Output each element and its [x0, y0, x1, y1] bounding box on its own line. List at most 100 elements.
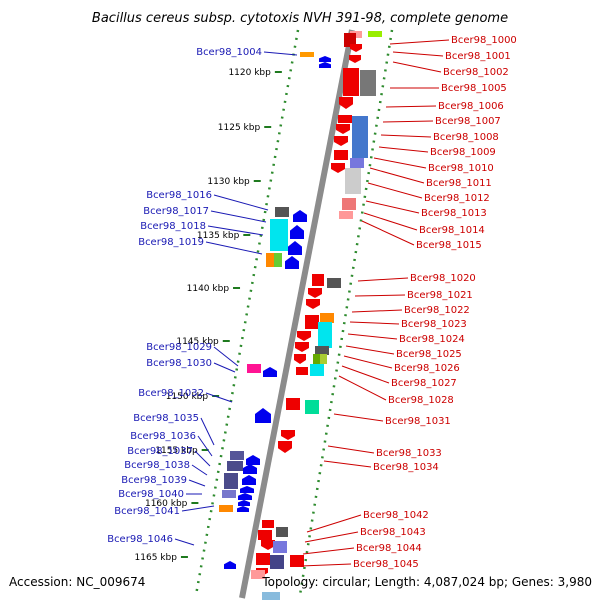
feature-box-glyph [310, 364, 324, 376]
feature-box-glyph [368, 31, 382, 37]
forward-gene-glyph [350, 44, 362, 52]
left-gene-connector [213, 194, 269, 211]
right-gene-label: Bcer98_1021 [407, 290, 473, 301]
feature-box-glyph [224, 473, 238, 489]
right-gene-label: Bcer98_1044 [356, 543, 422, 554]
left-gene-connector [191, 464, 208, 476]
left-gene-connector [174, 538, 195, 546]
right-gene-connector [373, 157, 427, 169]
forward-gene-glyph [281, 430, 295, 440]
left-gene-label: Bcer98_1018 [140, 221, 206, 232]
right-gene-label: Bcer98_1020 [410, 273, 476, 284]
reverse-gene-glyph [238, 500, 250, 506]
right-gene-label: Bcer98_1008 [433, 132, 499, 143]
left-gene-label: Bcer98_1038 [124, 460, 190, 471]
right-gene-label: Bcer98_1005 [441, 83, 507, 94]
right-gene-label: Bcer98_1033 [376, 448, 442, 459]
feature-box-glyph [320, 313, 334, 323]
feature-box-glyph [320, 354, 327, 364]
right-gene-connector [357, 277, 409, 282]
forward-gene-glyph [312, 274, 324, 286]
right-gene-label: Bcer98_1010 [428, 163, 494, 174]
left-gene-connector [263, 51, 298, 56]
feature-box-glyph [273, 541, 287, 553]
left-gene-label: Bcer98_1039 [121, 475, 187, 486]
right-gene-label: Bcer98_1007 [435, 116, 501, 127]
scale-tick-label: 1125 kbp [218, 123, 261, 133]
left-gene-connector [213, 346, 239, 367]
feature-box-glyph [345, 168, 361, 194]
reverse-gene-glyph [237, 506, 249, 512]
accession-text: Accession: NC_009674 [9, 575, 145, 589]
label-layer: Bcer98_1004 Bcer98_1016 Bcer98_1017 Bcer98_… [107, 35, 517, 570]
left-gene-label: Bcer98_1035 [133, 413, 199, 424]
feature-box-glyph [274, 253, 282, 267]
right-gene-connector [354, 294, 406, 297]
left-gene-label: Bcer98_1004 [196, 47, 262, 58]
right-gene-connector [369, 167, 425, 184]
forward-gene-glyph [334, 136, 348, 146]
reverse-gene-glyph [240, 486, 254, 493]
feature-box-glyph [342, 198, 356, 210]
left-gene-connector [205, 241, 263, 255]
feature-box-glyph [275, 207, 289, 217]
forward-gene-glyph [296, 367, 308, 375]
scale-tick-label: 1130 kbp [207, 177, 250, 187]
feature-box-glyph [270, 219, 288, 251]
forward-gene-glyph [343, 68, 359, 96]
forward-gene-glyph [256, 553, 270, 565]
scale-tick-label: 1150 kbp [166, 392, 209, 402]
feature-box-glyph [318, 322, 332, 348]
gene-layer [219, 31, 382, 600]
feature-box-glyph [352, 116, 368, 158]
scale-tick-label: 1145 kbp [176, 337, 219, 347]
right-gene-connector [345, 345, 395, 355]
forward-gene-glyph [306, 299, 320, 309]
right-gene-label: Bcer98_1013 [421, 208, 487, 219]
right-gene-connector [389, 39, 450, 45]
feature-box-glyph [266, 253, 274, 267]
map-title: Bacillus cereus subsp. cytotoxis NVH 391… [92, 11, 508, 26]
forward-gene-glyph [338, 115, 352, 123]
genome-stats-text: Topology: circular; Length: 4,087,024 bp… [261, 575, 592, 589]
right-gene-connector [392, 51, 444, 57]
right-gene-connector [302, 547, 355, 555]
right-gene-label: Bcer98_1026 [394, 363, 460, 374]
reverse-gene-glyph [246, 455, 260, 465]
forward-gene-glyph [262, 520, 274, 528]
feature-box-glyph [360, 70, 376, 96]
scale-tick-label: 1165 kbp [135, 553, 178, 563]
feature-box-glyph [222, 490, 236, 498]
feature-box-glyph [219, 505, 233, 512]
left-gene-label: Bcer98_1016 [146, 190, 212, 201]
left-gene-label: Bcer98_1041 [114, 506, 180, 517]
right-gene-label: Bcer98_1000 [451, 35, 517, 46]
feature-box-glyph [262, 592, 280, 600]
left-gene-label: Bcer98_1032 [138, 388, 204, 399]
reverse-gene-glyph [224, 561, 236, 569]
left-gene-label: Bcer98_1040 [118, 489, 184, 500]
right-gene-connector [385, 105, 437, 108]
right-gene-label: Bcer98_1028 [388, 395, 454, 406]
forward-gene-glyph [294, 354, 306, 364]
right-gene-connector [380, 134, 432, 138]
feature-box-glyph [305, 400, 319, 414]
left-gene-label: Bcer98_1046 [107, 534, 173, 545]
left-gene-connector [205, 392, 233, 403]
feature-box-glyph [251, 570, 265, 579]
reverse-gene-glyph [243, 464, 257, 474]
right-gene-label: Bcer98_1009 [430, 147, 496, 158]
right-gene-label: Bcer98_1002 [443, 67, 509, 78]
scale-tick-label: 1160 kbp [145, 499, 188, 509]
left-gene-connector [197, 435, 213, 457]
reverse-gene-glyph [288, 241, 302, 255]
right-gene-connector [304, 531, 359, 543]
left-gene-connector [181, 505, 215, 512]
right-gene-connector [338, 375, 387, 401]
right-gene-connector [363, 212, 418, 231]
feature-box-glyph [344, 33, 356, 47]
forward-gene-glyph [308, 288, 322, 298]
right-gene-connector [365, 200, 420, 214]
right-gene-label: Bcer98_1015 [416, 240, 482, 251]
